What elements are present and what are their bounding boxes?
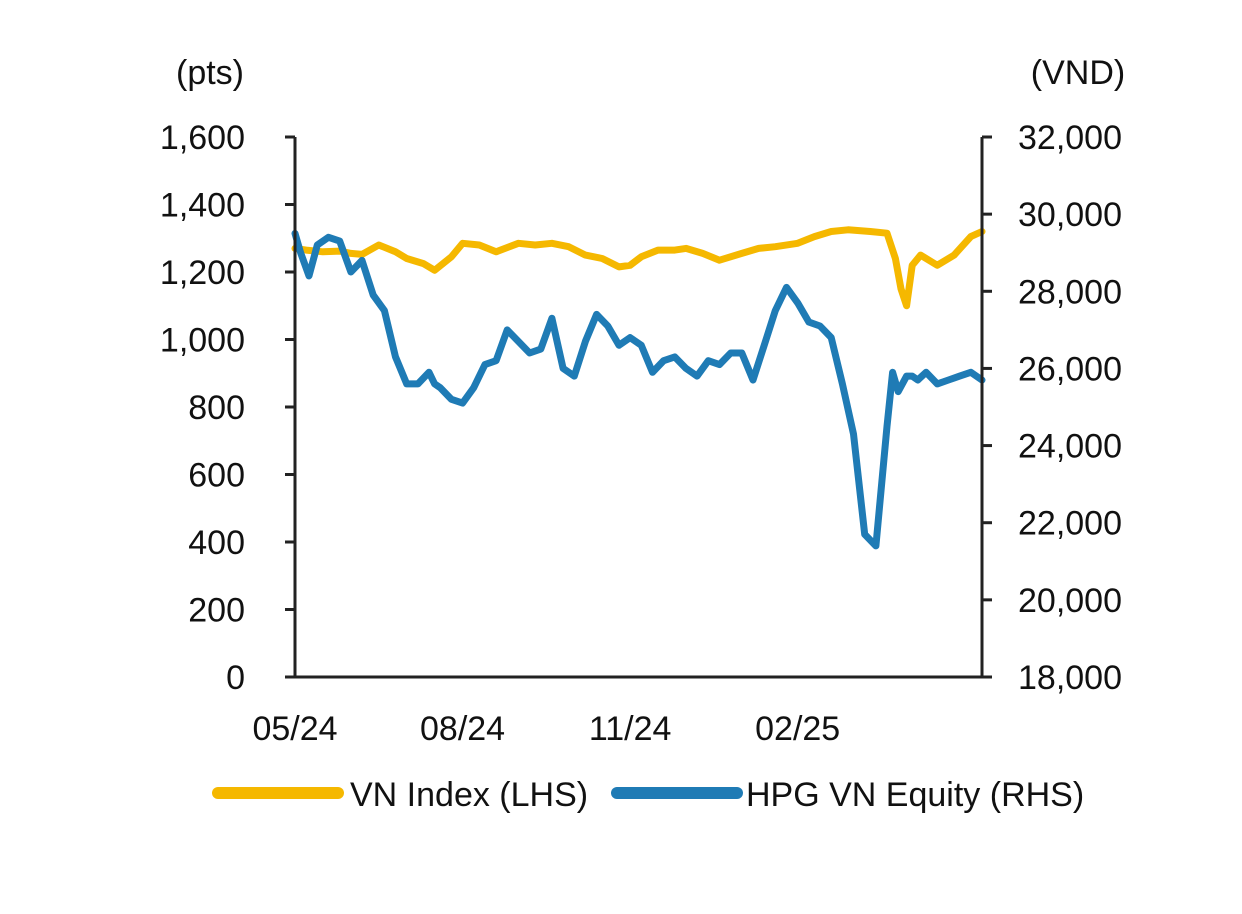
- series-layer: [291, 226, 986, 550]
- x-tick-label: 05/24: [252, 710, 337, 748]
- left-axis-ticks: 0 200 400 600 800 1,000 1,200 1,400 1,600: [160, 119, 295, 697]
- series-line-vn-index: [291, 226, 986, 310]
- right-tick-label: 20,000: [1018, 582, 1122, 620]
- x-tick-label: 02/25: [755, 710, 840, 748]
- right-tick-label: 26,000: [1018, 350, 1122, 388]
- left-tick-label: 200: [188, 592, 245, 630]
- right-tick-label: 32,000: [1018, 119, 1122, 157]
- left-tick-label: 1,600: [160, 119, 245, 157]
- right-tick-label: 30,000: [1018, 196, 1122, 234]
- legend-label-vn-index: VN Index (LHS): [350, 776, 588, 814]
- x-tick-label: 11/24: [589, 710, 672, 748]
- right-axis-unit: (VND): [1031, 54, 1125, 92]
- legend: VN Index (LHS) HPG VN Equity (RHS): [212, 776, 1084, 814]
- right-tick-label: 24,000: [1018, 428, 1122, 466]
- left-tick-label: 400: [188, 524, 245, 562]
- left-tick-label: 800: [188, 389, 245, 427]
- right-tick-label: 18,000: [1018, 659, 1122, 697]
- right-tick-label: 22,000: [1018, 505, 1122, 543]
- left-tick-label: 1,200: [160, 254, 245, 292]
- left-tick-label: 0: [226, 659, 245, 697]
- left-axis-unit: (pts): [176, 54, 244, 92]
- x-axis-ticks: 05/24 08/24 11/24 02/25: [252, 710, 840, 748]
- left-tick-label: 1,000: [160, 322, 245, 360]
- right-tick-label: 28,000: [1018, 273, 1122, 311]
- series-line-hpg-vn-equity: [291, 229, 986, 550]
- legend-label-hpg: HPG VN Equity (RHS): [746, 776, 1084, 814]
- left-tick-label: 600: [188, 457, 245, 495]
- x-tick-label: 08/24: [420, 710, 505, 748]
- right-axis-ticks: 18,000 20,000 22,000 24,000 26,000 28,000 30,0…: [982, 119, 1122, 697]
- left-tick-label: 1,400: [160, 187, 245, 225]
